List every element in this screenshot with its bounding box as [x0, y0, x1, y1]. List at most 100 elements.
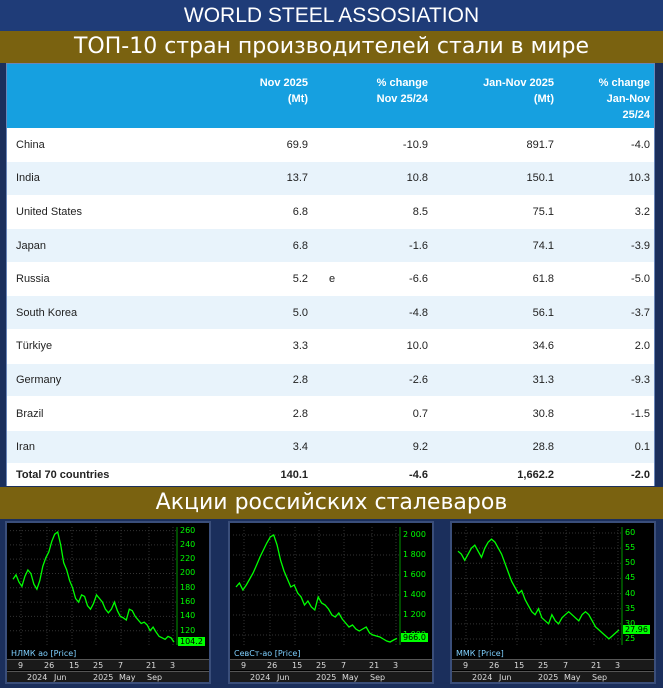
- x-tick-label: 9: [463, 661, 469, 670]
- ytd-change: 0.1: [558, 430, 654, 465]
- nov-value: 5.0: [212, 295, 312, 331]
- table-row: China 69.9 -10.9 891.7 -4.0: [7, 128, 654, 163]
- ytd-value: 150.1: [432, 161, 558, 196]
- estimate-flag: [312, 295, 352, 331]
- ytd-value: 28.8: [432, 430, 558, 465]
- x-tick-label: 7: [118, 661, 124, 670]
- nov-change: 0.7: [352, 396, 432, 431]
- x-tick-label: 26: [267, 661, 278, 670]
- table-row: India 13.7 10.8 150.1 10.3: [7, 161, 654, 196]
- x-tick-label: 25: [93, 661, 104, 670]
- nov-change: -6.6: [352, 262, 432, 297]
- country-name: Türkiye: [7, 329, 212, 364]
- nov-change: -4.8: [352, 295, 432, 331]
- total-label: Total 70 countries: [7, 463, 212, 487]
- x-tick-label: 15: [514, 661, 525, 670]
- x-period-label: May: [119, 673, 136, 682]
- country-name: Germany: [7, 363, 212, 398]
- x-period-label: 2024: [250, 673, 271, 682]
- x-tick-label: 26: [489, 661, 500, 670]
- x-axis-days: 9 26 15 25 7 21 3: [452, 659, 654, 670]
- ytd-value: 891.7: [432, 128, 558, 163]
- estimate-flag: e: [312, 262, 352, 297]
- table-row: South Korea 5.0 -4.8 56.1 -3.7: [7, 295, 654, 331]
- x-tick-label: 9: [18, 661, 24, 670]
- chart-panel-nlmk: 260 240 220 200 180 160 140 120 104.2 НЛМК ао [Pr…: [5, 521, 211, 684]
- last-price-tag: 966.0: [401, 633, 428, 643]
- ytd-value: 30.8: [432, 396, 558, 431]
- header-jan-nov-change: % change Jan-Nov 25/24: [558, 64, 654, 128]
- x-period-label: May: [342, 673, 359, 682]
- ytd-value: 74.1: [432, 228, 558, 263]
- nov-change: 10.0: [352, 329, 432, 364]
- x-axis-days: 9 26 15 25 7 21 3: [7, 659, 209, 670]
- estimate-flag: [312, 161, 352, 196]
- banner-world-steel: WORLD STEEL ASSOSIATION: [0, 0, 663, 31]
- ytd-change: -4.0: [558, 128, 654, 163]
- header-flag: [312, 64, 352, 128]
- ytd-change: -9.3: [558, 363, 654, 398]
- y-tick-label: 1 400: [403, 590, 426, 599]
- y-tick-label: 30: [625, 618, 636, 628]
- country-name: Russia: [7, 262, 212, 297]
- table-row: Türkiye 3.3 10.0 34.6 2.0: [7, 329, 654, 364]
- y-tick-label: 120: [180, 625, 196, 635]
- ytd-change: -3.7: [558, 295, 654, 331]
- estimate-flag: [312, 329, 352, 364]
- estimate-flag: [312, 430, 352, 465]
- ytd-change: -1.5: [558, 396, 654, 431]
- x-tick-label: 21: [146, 661, 157, 670]
- estimate-flag: [312, 363, 352, 398]
- x-period-label: Jun: [277, 673, 290, 682]
- x-period-label: 2025: [316, 673, 337, 682]
- price-series-line: [235, 534, 398, 643]
- country-name: Japan: [7, 228, 212, 263]
- ytd-value: 75.1: [432, 195, 558, 230]
- x-period-label: 2025: [538, 673, 559, 682]
- x-tick-label: 21: [591, 661, 602, 670]
- banner-top10-title: ТОП-10 стран производителей стали в мире: [0, 31, 663, 63]
- x-tick-label: 3: [393, 661, 399, 670]
- price-chart-svg: [455, 527, 623, 645]
- y-tick-label: 200: [180, 568, 196, 578]
- y-tick-label: 25: [625, 633, 636, 643]
- table-row: Germany 2.8 -2.6 31.3 -9.3: [7, 363, 654, 398]
- ytd-value: 31.3: [432, 363, 558, 398]
- table-row: Brazil 2.8 0.7 30.8 -1.5: [7, 396, 654, 431]
- y-tick-label: 160: [180, 597, 196, 607]
- y-tick-label: 50: [625, 558, 636, 568]
- ytd-value: 34.6: [432, 329, 558, 364]
- y-tick-label: 240: [180, 539, 196, 549]
- price-series-line: [457, 538, 620, 640]
- nov-value: 3.4: [212, 430, 312, 465]
- x-period-label: 2025: [93, 673, 114, 682]
- nov-value: 5.2: [212, 262, 312, 297]
- x-axis-periods: 2024 Jun 2025 May Sep: [452, 671, 654, 682]
- table-row: United States 6.8 8.5 75.1 3.2: [7, 195, 654, 230]
- table-row: Iran 3.4 9.2 28.8 0.1: [7, 430, 654, 465]
- x-tick-label: 25: [538, 661, 549, 670]
- x-period-label: Sep: [370, 673, 386, 682]
- x-period-label: May: [564, 673, 581, 682]
- y-tick-label: 45: [625, 573, 636, 583]
- y-tick-label: 1 200: [403, 610, 426, 619]
- x-tick-label: 3: [170, 661, 176, 670]
- x-tick-label: 15: [292, 661, 303, 670]
- last-price-tag: 27.96: [623, 624, 650, 634]
- estimate-flag: [312, 228, 352, 263]
- table-total-row: Total 70 countries 140.1 -4.6 1,662.2 -2.0: [7, 463, 654, 487]
- ytd-change: 10.3: [558, 161, 654, 196]
- y-tick-label: 55: [625, 543, 636, 553]
- country-name: India: [7, 161, 212, 196]
- y-tick-label: 220: [180, 554, 196, 564]
- y-tick-label: 35: [625, 603, 636, 613]
- country-name: Iran: [7, 430, 212, 465]
- x-axis-days: 9 26 15 25 7 21 3: [230, 659, 432, 670]
- table-header-row: Nov 2025 (Mt) % change Nov 25/24 Jan-Nov 2…: [7, 64, 654, 128]
- header-jan-nov-2025: Jan-Nov 2025 (Mt): [432, 64, 558, 128]
- table-row: Japan 6.8 -1.6 74.1 -3.9: [7, 228, 654, 263]
- header-nov-change: % change Nov 25/24: [352, 64, 432, 128]
- nov-value: 6.8: [212, 228, 312, 263]
- estimate-flag: [312, 128, 352, 163]
